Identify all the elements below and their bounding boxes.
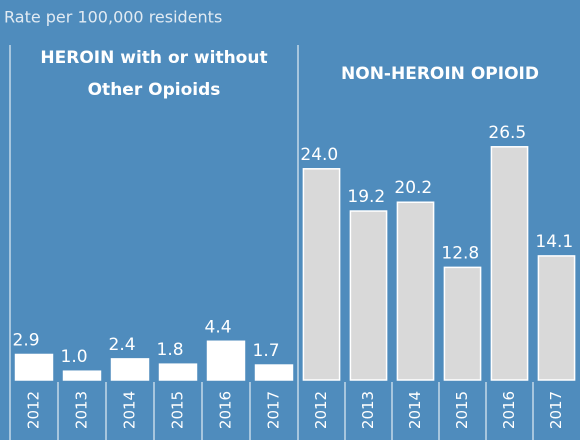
x-tick-label: 2015 [453,391,471,429]
bar [110,358,150,381]
value-label: 1.0 [61,347,88,367]
value-label: 12.8 [441,243,479,263]
bar [537,255,576,381]
x-tick-label: 2012 [312,391,330,429]
bar [254,364,294,381]
value-label: 14.1 [535,232,573,252]
value-label: 2.9 [13,330,40,350]
value-label: 19.2 [347,187,385,207]
panel-title: NON-HEROIN OPIOID [341,64,539,84]
caption: Rate per 100,000 residents [4,8,222,27]
value-label: 1.7 [253,341,280,361]
value-label: 4.4 [205,317,232,337]
bar [62,370,102,381]
bar [490,146,529,381]
x-tick-label: 2014 [121,391,139,429]
x-tick-label: 2017 [547,391,565,429]
x-tick-label: 2013 [73,391,91,429]
x-tick-label: 2013 [359,391,377,429]
bar [14,353,54,381]
panel-title: HEROIN with or without Other Opioids [40,48,268,100]
value-label: 24.0 [300,145,338,165]
panel-title-box: HEROIN with or without Other Opioids [40,48,268,100]
x-tick-label: 2012 [25,391,43,429]
panel-title-box: NON-HEROIN OPIOID [341,64,539,84]
bar [206,340,246,381]
x-tick-label: 2016 [500,391,518,429]
value-label: 2.4 [109,335,136,355]
value-label: 20.2 [394,178,432,198]
value-label: 1.8 [157,340,184,360]
x-tick-label: 2016 [217,391,235,429]
x-tick-label: 2015 [169,391,187,429]
bar [443,266,482,381]
value-label: 26.5 [488,123,526,143]
bar [349,210,388,381]
bar [158,363,198,381]
x-tick-label: 2017 [265,391,283,429]
bar [396,201,435,381]
x-tick-label: 2014 [406,391,424,429]
bar [302,168,341,381]
